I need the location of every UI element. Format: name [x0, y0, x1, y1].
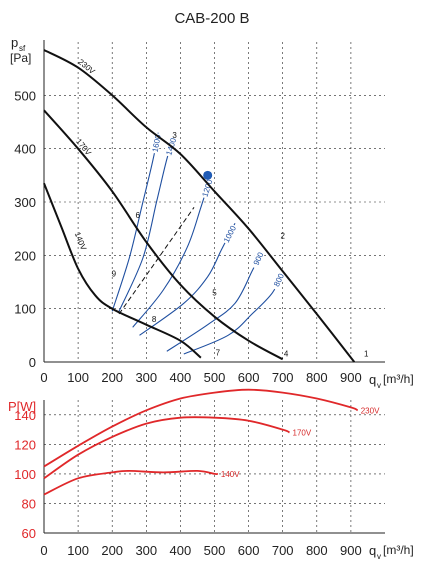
x-axis-label: q — [369, 372, 376, 387]
y-tick-label: 140 — [14, 408, 36, 423]
x-tick-label: 700 — [272, 370, 294, 385]
x-tick-label: 900 — [340, 543, 362, 558]
power-curve-label-230V: 230V — [361, 406, 380, 415]
point-label-2: 2 — [280, 231, 285, 240]
x-tick-label: 400 — [170, 543, 192, 558]
y-tick-label: 120 — [14, 437, 36, 452]
system-curve-800 — [183, 271, 284, 355]
system-curve-1600 — [111, 132, 159, 312]
x-tick-label: 200 — [101, 543, 123, 558]
x-tick-label: 600 — [238, 543, 260, 558]
x-tick-label: 100 — [67, 543, 89, 558]
power-curve-230V — [43, 388, 359, 468]
y-tick-label: 60 — [22, 526, 36, 541]
y-tick-label: 100 — [14, 302, 36, 317]
y-tick-label: 400 — [14, 142, 36, 157]
y-axis-label: p — [11, 35, 18, 50]
x-tick-label: 300 — [135, 543, 157, 558]
system-curve-label-bg — [220, 222, 238, 245]
x-tick-label: 500 — [204, 543, 226, 558]
x-tick-label: 600 — [238, 370, 260, 385]
x-axis-label-subscript: v — [377, 552, 381, 561]
x-axis-label: q — [369, 543, 376, 558]
x-tick-label: 900 — [340, 370, 362, 385]
point-label-6: 6 — [136, 211, 141, 220]
point-label-5: 5 — [212, 288, 217, 297]
x-tick-label: 400 — [170, 370, 192, 385]
dashed-reference-line — [118, 207, 195, 315]
x-tick-label: 300 — [135, 370, 157, 385]
x-tick-label: 0 — [40, 370, 47, 385]
y-axis-unit: [Pa] — [10, 51, 31, 65]
y-tick-label: 200 — [14, 248, 36, 263]
x-tick-label: 700 — [272, 543, 294, 558]
y-axis-label-subscript: sf — [19, 44, 26, 53]
fan-curve-170V — [43, 109, 284, 361]
power-curve-label-140V: 140V — [221, 470, 240, 479]
system-curve-label-bg — [269, 268, 287, 291]
point-label-7: 7 — [216, 349, 221, 358]
system-curve-label-bg — [199, 177, 214, 199]
x-axis-unit: [m³/h] — [383, 543, 414, 557]
x-tick-label: 100 — [67, 370, 89, 385]
power-curve-label-170V: 170V — [293, 429, 312, 438]
fan-curve-label-140V: 140V — [73, 231, 89, 252]
x-axis-unit: [m³/h] — [383, 372, 414, 386]
point-label-4: 4 — [284, 350, 289, 359]
operating-point-marker — [203, 170, 213, 180]
point-label-1: 1 — [364, 350, 369, 359]
y-tick-label: 500 — [14, 88, 36, 103]
y-tick-label: 100 — [14, 467, 36, 482]
x-axis-label-subscript: v — [377, 381, 381, 390]
y-tick-label: 300 — [14, 195, 36, 210]
chart-title: CAB-200 B — [174, 10, 249, 27]
point-label-3: 3 — [172, 131, 177, 140]
y-axis-label: P[W] — [8, 399, 36, 414]
fan-curve-230V — [43, 49, 356, 363]
x-tick-label: 800 — [306, 543, 328, 558]
pressure-chart: 0 100 200 300 400 500 600 700 800 900 0 100 200 300 40… — [10, 35, 414, 390]
point-label-9: 9 — [112, 270, 117, 279]
x-tick-label: 200 — [101, 370, 123, 385]
fan-curve-140V — [43, 182, 202, 359]
x-tick-label: 0 — [40, 543, 47, 558]
y-tick-label: 0 — [29, 355, 36, 370]
power-chart: 0 100 200 300 400 500 600 700 800 900 60 80 100 120 14… — [8, 388, 414, 561]
x-tick-label: 800 — [306, 370, 328, 385]
power-curve-170V — [43, 416, 290, 480]
y-tick-label: 80 — [22, 496, 36, 511]
system-curve-label-bg — [249, 247, 267, 270]
power-curve-140V — [43, 469, 219, 496]
point-label-8: 8 — [152, 315, 157, 324]
x-tick-label: 500 — [204, 370, 226, 385]
